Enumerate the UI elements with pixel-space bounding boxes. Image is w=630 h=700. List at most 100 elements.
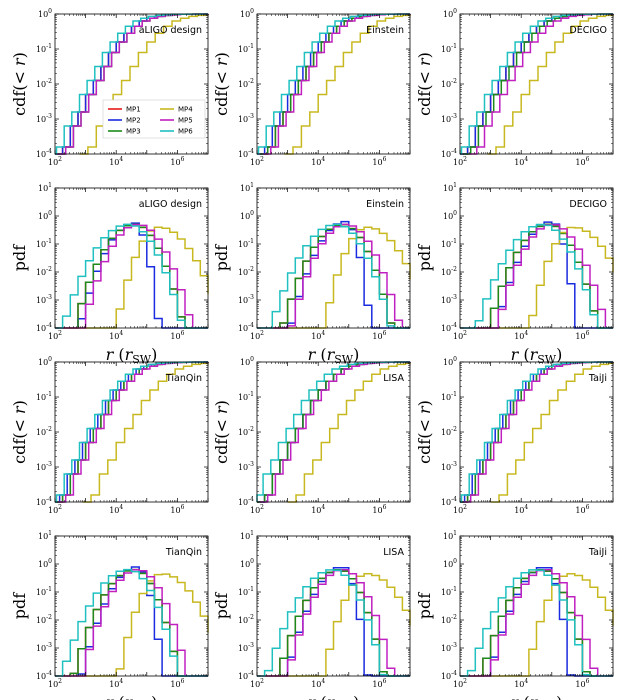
x-axis-label: r (rSW) (106, 693, 158, 700)
y-axis-label: cdf(< r) (415, 52, 434, 116)
y-tick-label: 10-2 (238, 78, 254, 89)
y-tick-label: 10-4 (36, 148, 52, 159)
y-tick-label: 10-1 (238, 238, 254, 249)
x-axis-label: r (rSW) (308, 693, 360, 700)
x-tick-label: 104 (514, 678, 528, 689)
y-tick-label: 10-1 (36, 391, 52, 402)
x-tick-label: 106 (575, 504, 589, 515)
x-tick-label: 102 (453, 504, 467, 515)
detector-label: TianQin (165, 547, 202, 558)
x-tick-label: 104 (311, 678, 325, 689)
series-mp6 (55, 568, 208, 677)
x-tick-label: 102 (250, 504, 264, 515)
y-tick-label: 10-3 (238, 642, 254, 653)
y-tick-label: 10-2 (441, 78, 457, 89)
series-mp5 (460, 224, 613, 329)
y-tick-label: 10-3 (36, 461, 52, 472)
y-tick-label: 10-3 (441, 113, 457, 124)
y-tick-label: 10-3 (238, 294, 254, 305)
y-axis-label: cdf(< r) (415, 400, 434, 464)
detector-label: DECIGO (569, 199, 607, 210)
panel-pdf-einstein: 102 104 106 10-4 10-3 10-2 10-1 100 101 Einstein p… (212, 182, 411, 366)
y-tick-label: 10-4 (238, 322, 254, 333)
y-axis-label: cdf(< r) (212, 52, 231, 116)
x-tick-label: 106 (372, 678, 386, 689)
y-tick-label: 10-1 (238, 586, 254, 597)
panel-cdf-tianqin: 102 104 106 10-4 10-3 10-2 10-1 100 TianQin cdf(<… (10, 356, 209, 515)
x-tick-label: 102 (250, 330, 264, 341)
x-tick-label: 106 (575, 678, 589, 689)
x-tick-label: 102 (48, 156, 62, 167)
legend-entry: MP3 (126, 128, 141, 136)
y-tick-label: 10-2 (238, 266, 254, 277)
y-tick-label: 10-4 (441, 148, 457, 159)
y-tick-label: 10-4 (36, 496, 52, 507)
y-axis-label: cdf(< r) (10, 400, 29, 464)
y-tick-label: 100 (240, 356, 254, 367)
y-axis-label: pdf (212, 592, 231, 619)
y-tick-label: 10-4 (36, 670, 52, 681)
y-tick-label: 100 (443, 356, 457, 367)
panel-cdf-taiji: 102 104 106 10-4 10-3 10-2 10-1 100 TaiJi cdf(< r… (415, 356, 614, 515)
y-tick-label: 10-4 (441, 670, 457, 681)
y-axis-label: cdf(< r) (212, 400, 231, 464)
y-tick-label: 10-2 (238, 426, 254, 437)
x-tick-label: 106 (575, 330, 589, 341)
x-tick-label: 106 (170, 330, 184, 341)
x-tick-label: 106 (170, 504, 184, 515)
legend-entry: MP4 (178, 106, 193, 114)
x-axis-label: r (rSW) (511, 693, 563, 700)
axes-frame (256, 187, 411, 329)
y-tick-label: 10-1 (441, 586, 457, 597)
series-mp6 (460, 223, 613, 329)
y-tick-label: 10-3 (238, 461, 254, 472)
y-tick-label: 10-2 (36, 266, 52, 277)
y-axis-label: pdf (415, 244, 434, 271)
axes-frame (54, 187, 209, 329)
detector-label: TianQin (165, 373, 202, 384)
legend-entry: MP6 (178, 128, 193, 136)
y-axis-label: cdf(< r) (10, 52, 29, 116)
y-tick-label: 100 (443, 210, 457, 221)
panel-pdf-aligo-design: 102 104 106 10-4 10-3 10-2 10-1 100 101 aLIGO des… (10, 182, 209, 366)
y-tick-label: 101 (240, 530, 254, 541)
x-tick-label: 106 (575, 156, 589, 167)
x-tick-label: 102 (453, 156, 467, 167)
panel-pdf-decigo: 102 104 106 10-4 10-3 10-2 10-1 100 101 DECIGO pdf… (415, 182, 614, 366)
y-tick-label: 10-4 (238, 670, 254, 681)
series-mp3 (460, 223, 613, 329)
axes-frame (459, 187, 614, 329)
series-mp6 (257, 569, 410, 677)
x-tick-label: 106 (170, 156, 184, 167)
y-tick-label: 10-1 (36, 586, 52, 597)
y-tick-label: 10-2 (36, 426, 52, 437)
panel-pdf-tianqin: 102 104 106 10-4 10-3 10-2 10-1 100 101 TianQin pd… (10, 530, 209, 700)
detector-label: Einstein (366, 25, 404, 36)
detector-label: TaiJi (588, 373, 607, 384)
axes-frame (459, 535, 614, 677)
y-tick-label: 10-1 (238, 43, 254, 54)
y-tick-label: 10-1 (441, 391, 457, 402)
y-tick-label: 10-2 (36, 614, 52, 625)
y-tick-label: 10-3 (36, 642, 52, 653)
series-mp4 (487, 14, 614, 155)
y-tick-label: 10-3 (441, 461, 457, 472)
x-tick-label: 106 (372, 330, 386, 341)
y-tick-label: 10-1 (441, 238, 457, 249)
x-tick-label: 104 (311, 330, 325, 341)
legend-entry: MP2 (126, 117, 141, 125)
y-tick-label: 10-1 (36, 43, 52, 54)
x-tick-label: 104 (109, 504, 123, 515)
y-axis-label: pdf (10, 244, 29, 271)
x-tick-label: 104 (514, 330, 528, 341)
y-tick-label: 10-4 (238, 496, 254, 507)
y-tick-label: 10-3 (36, 113, 52, 124)
axes-frame (256, 535, 411, 677)
x-tick-label: 104 (311, 504, 325, 515)
y-tick-label: 10-3 (441, 642, 457, 653)
series-mp6 (257, 223, 410, 329)
series-mp6 (460, 569, 613, 677)
y-tick-label: 101 (443, 182, 457, 193)
legend-entry: MP1 (126, 106, 141, 114)
detector-label: LISA (383, 373, 404, 384)
